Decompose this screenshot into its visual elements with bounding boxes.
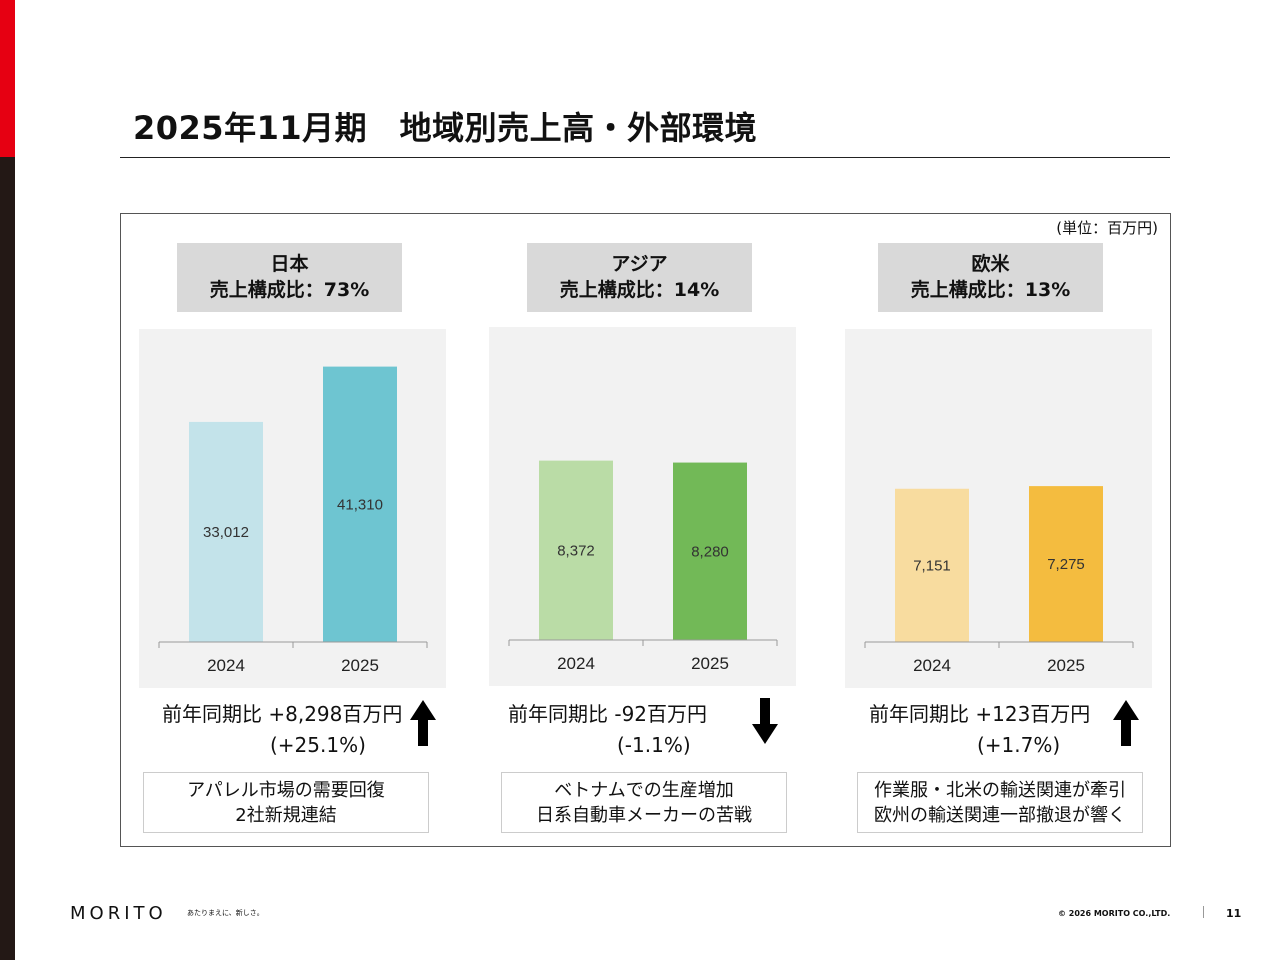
yoy-change: 前年同期比 +123百万円 [869,702,1091,726]
note-line: ベトナムでの生産増加 [554,780,734,801]
factor-note: ベトナムでの生産増加 日系自動車メーカーの苦戦 [501,772,787,833]
yoy-percent: (-1.1%) [617,733,691,757]
accent-bar-dark [0,157,15,960]
bar-chart: 33,012 2024 41,310 2025 [139,329,446,688]
data-label: 8,372 [557,542,595,559]
factor-note: 作業服・北米の輸送関連が牽引 欧州の輸送関連一部撤退が響く [857,772,1143,833]
x-tick-label: 2024 [207,656,245,675]
region-name: 欧米 [971,253,1010,275]
x-tick-label: 2025 [1047,656,1085,675]
arrow-up-icon [410,700,436,746]
bar-2025 [1029,486,1103,642]
x-tick-label: 2024 [557,654,595,673]
note-line: アパレル市場の需要回復 [187,780,385,801]
bar-2024 [895,488,969,642]
bar-chart: 8,372 2024 8,280 2025 [489,327,796,686]
x-tick-label: 2025 [691,654,729,673]
region-name: アジア [611,253,668,275]
factor-note: アパレル市場の需要回復 2社新規連結 [143,772,429,833]
note-line: 欧州の輸送関連一部撤退が響く [874,805,1126,826]
bar-2024 [539,460,613,640]
region-label-box: アジア売上構成比：14% [527,243,752,312]
bar-2024 [189,421,263,642]
tagline: あたりまえに、新しさ。 [187,909,264,917]
content-frame: (単位：百万円) [120,213,1171,847]
data-label: 33,012 [203,524,249,541]
sales-share: 売上構成比：73% [209,279,370,301]
yoy-change: 前年同期比 +8,298百万円 [162,702,403,726]
yoy-percent: (+1.7%) [977,733,1061,757]
company-logo: MORITO [70,903,167,924]
data-label: 8,280 [691,543,729,560]
page-number: 11 [1226,907,1242,920]
sales-share: 売上構成比：14% [559,279,720,301]
chart-svg: 33,012 2024 41,310 2025 [158,366,428,675]
chart-svg: 8,372 2024 8,280 2025 [508,460,778,673]
note-line: 作業服・北米の輸送関連が牽引 [874,780,1126,801]
page-title: 2025年11月期 地域別売上高・外部環境 [133,109,758,147]
bar-2025 [673,462,747,640]
unit-label: (単位：百万円) [1056,219,1158,237]
footer-separator [1203,906,1204,918]
note-line: 日系自動車メーカーの苦戦 [536,805,752,826]
yoy-change: 前年同期比 -92百万円 [508,702,708,726]
data-label: 7,151 [913,557,951,574]
chart-svg: 7,151 2024 7,275 2025 [864,486,1134,675]
data-label: 41,310 [337,496,383,513]
accent-bar-red [0,0,15,157]
bar-2025 [323,366,397,642]
copyright: © 2026 MORITO CO.,LTD. [1058,909,1171,918]
bar-chart: 7,151 2024 7,275 2025 [845,329,1152,688]
title-divider [120,157,1170,158]
region-name: 日本 [270,253,309,275]
region-label-box: 欧米売上構成比：13% [878,243,1103,312]
region-label-box: 日本売上構成比：73% [177,243,402,312]
sales-share: 売上構成比：13% [910,279,1071,301]
x-tick-label: 2024 [913,656,951,675]
yoy-percent: (+25.1%) [270,733,366,757]
x-tick-label: 2025 [341,656,379,675]
note-line: 2社新規連結 [235,805,337,826]
arrow-up-icon [1113,700,1139,746]
data-label: 7,275 [1047,556,1085,573]
arrow-down-icon [752,698,778,744]
